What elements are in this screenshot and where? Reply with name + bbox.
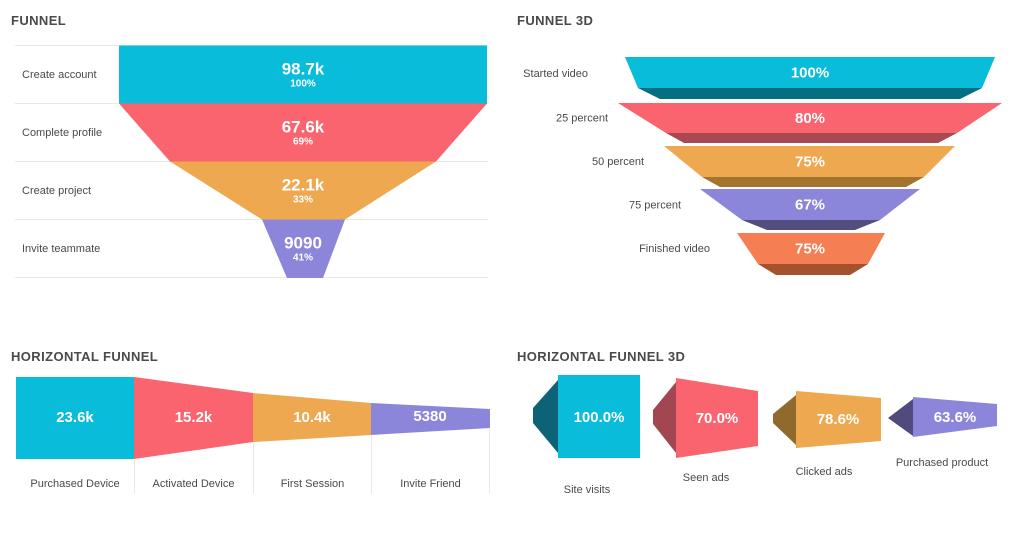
funnel-3d-chart: FUNNEL 3D Started video 25 percent 50 pe… bbox=[517, 13, 1002, 275]
funnel-step-label: Create project bbox=[22, 185, 91, 197]
funnel-step-value: 98.7k bbox=[282, 60, 325, 79]
hfunnel-3d-step-value: 78.6% bbox=[817, 411, 860, 428]
hfunnel-3d-step-label: Purchased product bbox=[896, 457, 988, 469]
funnel-3d-segment-started-video[interactable] bbox=[625, 57, 995, 88]
funnel-3d-base-25-percent bbox=[666, 133, 957, 143]
funnel-3d-step-value: 75% bbox=[795, 154, 825, 171]
hfunnel-3d-step-label: Site visits bbox=[564, 484, 611, 496]
funnel-step-percent: 33% bbox=[293, 195, 313, 206]
hfunnel-step-label: Purchased Device bbox=[30, 478, 119, 490]
hfunnel-step-value: 5380 bbox=[413, 408, 446, 425]
hfunnel-3d-cone-clicked-ads bbox=[773, 395, 796, 445]
funnel-3d-base-50-percent bbox=[702, 177, 924, 187]
hfunnel-step-label: Activated Device bbox=[153, 478, 235, 490]
hfunnel-3d-segment-seen-ads[interactable] bbox=[676, 378, 758, 458]
hfunnel-segment-purchased-device[interactable] bbox=[16, 377, 134, 459]
funnel-3d-base-finished-video bbox=[758, 264, 868, 275]
horizontal-funnel-chart-title: HORIZONTAL FUNNEL bbox=[11, 349, 158, 364]
funnel-segment-create-project[interactable] bbox=[170, 161, 436, 220]
hfunnel-segment-invite-friend[interactable] bbox=[371, 403, 490, 435]
funnel-3d-step-label: Finished video bbox=[639, 243, 710, 255]
funnel-step-value: 9090 bbox=[284, 234, 322, 253]
hfunnel-3d-cone-site-visits bbox=[533, 380, 558, 453]
funnel-segment-complete-profile[interactable] bbox=[119, 103, 487, 162]
funnel-3d-segment-50-percent[interactable] bbox=[664, 146, 955, 177]
hfunnel-step-label: Invite Friend bbox=[400, 478, 461, 490]
funnel-segment-invite-teammate[interactable] bbox=[262, 219, 345, 279]
hfunnel-3d-step-value: 63.6% bbox=[934, 409, 977, 426]
hfunnel-3d-segment-site-visits[interactable] bbox=[558, 375, 640, 458]
funnel-step-label: Create account bbox=[22, 69, 97, 81]
funnel-3d-segment-75-percent[interactable] bbox=[700, 189, 920, 220]
funnel-3d-step-label: 50 percent bbox=[592, 156, 644, 168]
funnel-step-value: 67.6k bbox=[282, 118, 325, 137]
funnel-step-label: Invite teammate bbox=[22, 243, 100, 255]
hfunnel-step-value: 23.6k bbox=[56, 409, 94, 426]
funnel-chart: FUNNEL Create account Complete profile C… bbox=[11, 13, 488, 278]
hfunnel-3d-step-value: 100.0% bbox=[574, 409, 625, 426]
funnel-3d-step-value: 75% bbox=[795, 241, 825, 258]
hfunnel-segment-first-session[interactable] bbox=[253, 393, 371, 442]
hfunnel-segment-activated-device[interactable] bbox=[134, 377, 253, 459]
funnel-3d-step-value: 100% bbox=[791, 65, 829, 82]
funnel-3d-chart-title: FUNNEL 3D bbox=[517, 13, 593, 28]
hfunnel-3d-cone-seen-ads bbox=[653, 382, 676, 453]
hfunnel-3d-segment-clicked-ads[interactable] bbox=[796, 391, 881, 448]
horizontal-funnel-chart: HORIZONTAL FUNNEL 23.6k 15.2k 10.4k 5380… bbox=[11, 349, 490, 494]
funnel-step-percent: 41% bbox=[293, 253, 313, 264]
funnel-segment-create-account[interactable] bbox=[119, 45, 487, 104]
funnel-step-percent: 100% bbox=[290, 79, 316, 90]
hfunnel-3d-step-label: Clicked ads bbox=[796, 466, 853, 478]
funnel-3d-step-label: 25 percent bbox=[556, 113, 608, 125]
funnel-3d-segment-25-percent[interactable] bbox=[618, 103, 1002, 133]
funnel-3d-step-value: 80% bbox=[795, 110, 825, 127]
funnel-step-percent: 69% bbox=[293, 137, 313, 148]
horizontal-funnel-3d-chart-title: HORIZONTAL FUNNEL 3D bbox=[517, 349, 685, 364]
hfunnel-3d-step-label: Seen ads bbox=[683, 472, 730, 484]
funnel-3d-segment-finished-video[interactable] bbox=[737, 233, 885, 264]
funnel-step-value: 22.1k bbox=[282, 176, 325, 195]
funnel-chart-title: FUNNEL bbox=[11, 13, 66, 28]
hfunnel-3d-cone-purchased-product bbox=[888, 399, 913, 436]
hfunnel-step-value: 10.4k bbox=[293, 409, 331, 426]
hfunnel-3d-segment-purchased-product[interactable] bbox=[913, 397, 997, 437]
funnel-3d-base-started-video bbox=[638, 88, 982, 99]
hfunnel-step-value: 15.2k bbox=[175, 409, 213, 426]
funnel-step-label: Complete profile bbox=[22, 127, 102, 139]
funnel-3d-step-label: 75 percent bbox=[629, 200, 681, 212]
funnel-3d-step-value: 67% bbox=[795, 197, 825, 214]
horizontal-funnel-3d-chart: HORIZONTAL FUNNEL 3D 100.0% 70.0% 78.6% … bbox=[517, 349, 997, 496]
hfunnel-3d-step-value: 70.0% bbox=[696, 410, 739, 427]
funnel-3d-base-75-percent bbox=[742, 220, 880, 230]
funnel-3d-step-label: Started video bbox=[523, 68, 588, 80]
hfunnel-step-label: First Session bbox=[281, 478, 345, 490]
